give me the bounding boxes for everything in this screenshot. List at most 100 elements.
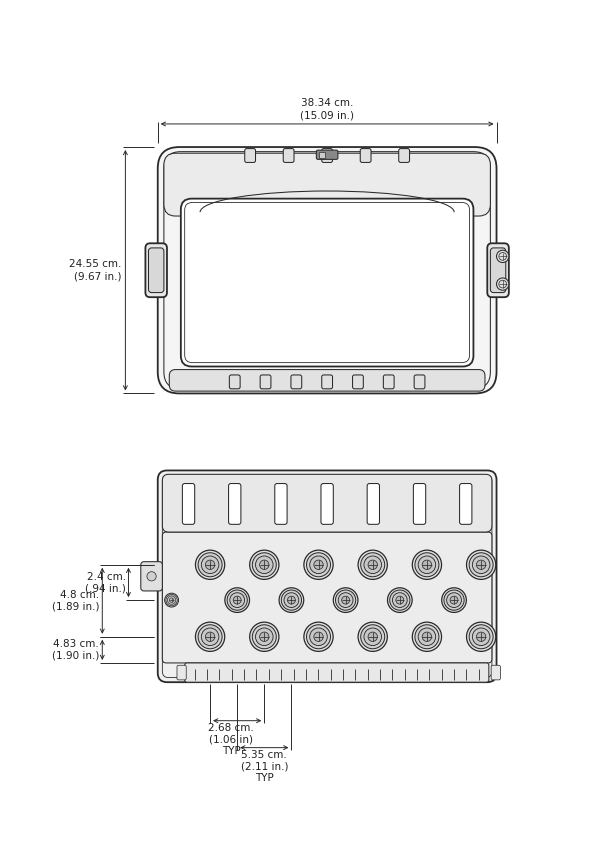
Circle shape <box>304 622 333 651</box>
Circle shape <box>390 590 410 611</box>
FancyBboxPatch shape <box>414 483 426 524</box>
Circle shape <box>361 553 385 577</box>
FancyBboxPatch shape <box>182 483 195 524</box>
Circle shape <box>361 624 385 649</box>
Circle shape <box>195 550 225 579</box>
Circle shape <box>496 278 509 290</box>
FancyBboxPatch shape <box>360 149 371 163</box>
Circle shape <box>314 560 323 570</box>
Text: 2.68 cm.
(1.06 in)
TYP: 2.68 cm. (1.06 in) TYP <box>208 723 254 756</box>
Circle shape <box>388 588 412 612</box>
Circle shape <box>260 632 269 642</box>
Circle shape <box>256 556 273 573</box>
Circle shape <box>476 560 486 570</box>
Circle shape <box>166 594 177 606</box>
Circle shape <box>442 588 466 612</box>
Circle shape <box>447 592 461 608</box>
Circle shape <box>368 632 377 642</box>
FancyBboxPatch shape <box>177 665 186 680</box>
Circle shape <box>306 624 330 649</box>
FancyBboxPatch shape <box>353 375 364 389</box>
FancyBboxPatch shape <box>367 483 379 524</box>
Circle shape <box>201 556 219 573</box>
Circle shape <box>364 628 382 645</box>
Circle shape <box>415 553 439 577</box>
Circle shape <box>314 632 323 642</box>
Circle shape <box>252 553 276 577</box>
Circle shape <box>310 628 327 645</box>
Circle shape <box>450 596 458 604</box>
Circle shape <box>364 556 382 573</box>
FancyBboxPatch shape <box>283 149 294 163</box>
FancyBboxPatch shape <box>185 663 489 682</box>
Circle shape <box>467 550 496 579</box>
FancyBboxPatch shape <box>322 149 332 163</box>
Circle shape <box>358 550 387 579</box>
Circle shape <box>467 622 496 651</box>
FancyBboxPatch shape <box>164 153 490 216</box>
FancyBboxPatch shape <box>320 152 326 158</box>
Circle shape <box>233 596 241 604</box>
FancyBboxPatch shape <box>384 375 394 389</box>
Text: 38.34 cm.
(15.09 in.): 38.34 cm. (15.09 in.) <box>300 99 354 120</box>
FancyBboxPatch shape <box>181 198 473 366</box>
Circle shape <box>198 624 222 649</box>
Circle shape <box>338 592 353 608</box>
FancyBboxPatch shape <box>291 375 302 389</box>
FancyBboxPatch shape <box>490 248 506 293</box>
Circle shape <box>358 622 387 651</box>
Text: 24.55 cm.
(9.67 in.): 24.55 cm. (9.67 in.) <box>69 260 122 281</box>
Circle shape <box>252 624 276 649</box>
Circle shape <box>396 596 404 604</box>
Circle shape <box>496 250 509 262</box>
FancyBboxPatch shape <box>229 483 241 524</box>
Text: 4.83 cm.
(1.90 in.): 4.83 cm. (1.90 in.) <box>52 639 99 661</box>
FancyBboxPatch shape <box>322 375 332 389</box>
FancyBboxPatch shape <box>158 147 496 393</box>
Circle shape <box>284 592 299 608</box>
FancyBboxPatch shape <box>148 248 164 293</box>
Circle shape <box>169 598 174 603</box>
Circle shape <box>250 622 279 651</box>
FancyBboxPatch shape <box>399 149 409 163</box>
FancyBboxPatch shape <box>459 483 472 524</box>
Circle shape <box>201 628 219 645</box>
Circle shape <box>206 632 215 642</box>
Circle shape <box>165 593 178 607</box>
Circle shape <box>476 632 486 642</box>
FancyBboxPatch shape <box>275 483 287 524</box>
Circle shape <box>422 560 432 570</box>
Circle shape <box>472 628 490 645</box>
Circle shape <box>469 553 493 577</box>
FancyBboxPatch shape <box>260 375 271 389</box>
Circle shape <box>412 550 441 579</box>
Circle shape <box>342 596 350 604</box>
Circle shape <box>230 592 245 608</box>
Circle shape <box>304 550 333 579</box>
Circle shape <box>306 553 330 577</box>
Circle shape <box>333 588 358 612</box>
Circle shape <box>225 588 250 612</box>
Text: 5.35 cm.
(2.11 in.)
TYP: 5.35 cm. (2.11 in.) TYP <box>241 750 288 783</box>
FancyBboxPatch shape <box>140 562 162 591</box>
Circle shape <box>279 588 304 612</box>
FancyBboxPatch shape <box>245 149 256 163</box>
Circle shape <box>418 628 436 645</box>
FancyBboxPatch shape <box>491 665 500 680</box>
Circle shape <box>335 590 356 611</box>
Text: 4.8 cm.
(1.89 in.): 4.8 cm. (1.89 in.) <box>52 590 99 611</box>
Circle shape <box>444 590 464 611</box>
Circle shape <box>393 592 407 608</box>
Circle shape <box>469 624 493 649</box>
Circle shape <box>198 553 222 577</box>
Circle shape <box>412 622 441 651</box>
Circle shape <box>282 590 302 611</box>
Circle shape <box>168 596 175 604</box>
FancyBboxPatch shape <box>229 375 240 389</box>
Circle shape <box>147 572 156 581</box>
Circle shape <box>256 628 273 645</box>
Circle shape <box>250 550 279 579</box>
Circle shape <box>260 560 269 570</box>
FancyBboxPatch shape <box>162 532 492 663</box>
Circle shape <box>422 632 432 642</box>
